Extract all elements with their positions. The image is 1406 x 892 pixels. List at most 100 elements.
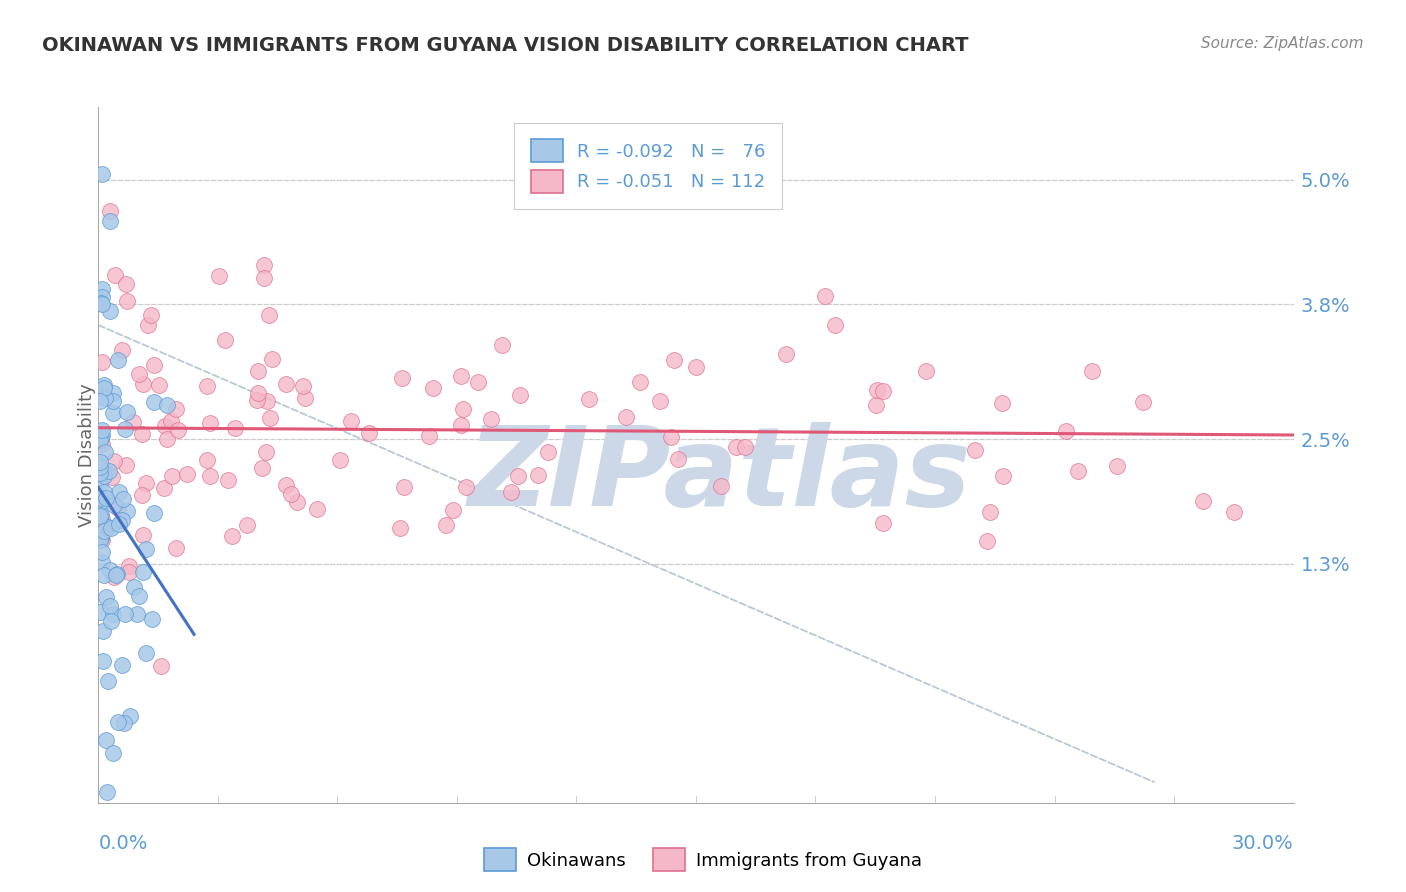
Point bbox=[111, 513, 134, 527]
Point bbox=[329, 452, 352, 467]
Point bbox=[90, 531, 112, 545]
Point bbox=[132, 527, 155, 541]
Point bbox=[90, 494, 112, 508]
Point bbox=[97, 520, 120, 534]
Point bbox=[391, 371, 413, 385]
Point bbox=[257, 308, 280, 322]
Point bbox=[98, 203, 122, 218]
Point bbox=[454, 480, 477, 494]
Point bbox=[89, 533, 111, 547]
Point bbox=[135, 476, 157, 491]
Point bbox=[89, 433, 111, 447]
Point bbox=[98, 563, 121, 577]
Point bbox=[221, 529, 243, 543]
Point bbox=[93, 568, 115, 582]
Point bbox=[662, 352, 685, 367]
Point bbox=[98, 464, 121, 478]
Point bbox=[991, 396, 1014, 410]
Point bbox=[115, 458, 138, 472]
Point bbox=[160, 414, 183, 428]
Point bbox=[418, 429, 440, 443]
Point bbox=[195, 453, 218, 467]
Point bbox=[101, 406, 124, 420]
Point bbox=[148, 377, 170, 392]
Point bbox=[115, 277, 138, 291]
Point bbox=[93, 377, 115, 392]
Point bbox=[256, 394, 278, 409]
Point bbox=[648, 393, 671, 408]
Point bbox=[89, 455, 111, 469]
Point bbox=[105, 567, 128, 582]
Point bbox=[132, 566, 155, 580]
Point bbox=[90, 432, 112, 446]
Point bbox=[872, 384, 894, 398]
Point bbox=[685, 359, 707, 374]
Point bbox=[111, 343, 134, 358]
Point bbox=[434, 518, 457, 533]
Point bbox=[91, 533, 114, 547]
Point bbox=[143, 395, 166, 409]
Point bbox=[136, 318, 159, 333]
Point bbox=[97, 673, 120, 688]
Point bbox=[108, 485, 131, 500]
Point bbox=[246, 392, 269, 407]
Point bbox=[207, 269, 229, 284]
Point bbox=[176, 467, 198, 482]
Point bbox=[90, 428, 112, 442]
Point bbox=[143, 506, 166, 520]
Point bbox=[90, 167, 112, 181]
Point bbox=[734, 440, 756, 454]
Point bbox=[167, 423, 190, 437]
Point bbox=[340, 414, 363, 428]
Point bbox=[450, 418, 472, 433]
Point bbox=[1191, 494, 1213, 508]
Point bbox=[107, 715, 129, 730]
Point bbox=[499, 484, 522, 499]
Point bbox=[451, 402, 474, 417]
Point bbox=[114, 607, 136, 621]
Point bbox=[98, 304, 121, 318]
Point bbox=[247, 364, 270, 378]
Point bbox=[122, 415, 145, 429]
Point bbox=[710, 479, 733, 493]
Point bbox=[93, 524, 115, 538]
Point bbox=[90, 281, 112, 295]
Point bbox=[120, 708, 142, 723]
Point bbox=[89, 509, 111, 524]
Point bbox=[1132, 395, 1154, 409]
Point bbox=[91, 654, 114, 668]
Point bbox=[280, 487, 302, 501]
Point bbox=[93, 624, 115, 639]
Point bbox=[150, 659, 173, 673]
Point bbox=[131, 377, 153, 392]
Point bbox=[659, 430, 682, 444]
Point bbox=[89, 467, 111, 481]
Point bbox=[285, 494, 308, 508]
Point bbox=[814, 289, 837, 303]
Point bbox=[616, 410, 638, 425]
Point bbox=[914, 364, 936, 378]
Point bbox=[91, 544, 114, 558]
Point bbox=[274, 478, 297, 492]
Point bbox=[198, 468, 221, 483]
Point bbox=[224, 420, 246, 434]
Point bbox=[91, 437, 114, 451]
Point bbox=[165, 541, 187, 556]
Point bbox=[291, 379, 314, 393]
Point bbox=[236, 517, 259, 532]
Point bbox=[103, 454, 125, 468]
Point bbox=[156, 432, 179, 446]
Point bbox=[91, 555, 114, 569]
Point bbox=[491, 338, 513, 352]
Point bbox=[89, 394, 111, 409]
Point bbox=[103, 498, 125, 512]
Point bbox=[107, 353, 129, 368]
Point bbox=[963, 442, 986, 457]
Point bbox=[93, 381, 115, 395]
Point bbox=[89, 476, 111, 491]
Point bbox=[254, 444, 277, 458]
Point bbox=[294, 391, 316, 405]
Point bbox=[101, 746, 124, 760]
Point bbox=[91, 512, 114, 526]
Point bbox=[141, 612, 163, 626]
